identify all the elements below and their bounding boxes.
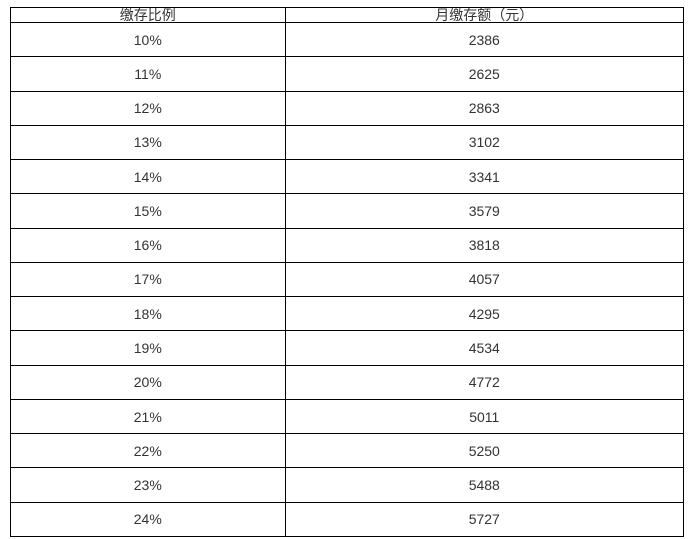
- cell-ratio: 24%: [10, 501, 286, 538]
- cell-ratio: 22%: [10, 433, 286, 469]
- table-row: 10% 2386: [10, 21, 685, 58]
- cell-amount: 3341: [284, 159, 685, 195]
- cell-ratio: 15%: [10, 193, 286, 229]
- contribution-table: 缴存比例 月缴存额（元） 10% 2386 11% 2625 12% 2863 13% 310…: [10, 7, 685, 538]
- cell-ratio: 17%: [10, 261, 286, 298]
- table-row: 13% 3102: [10, 124, 685, 161]
- cell-ratio: 23%: [10, 467, 286, 503]
- cell-amount: 5011: [284, 398, 685, 435]
- table-row: 14% 3341: [10, 159, 685, 195]
- cell-amount: 2863: [284, 90, 685, 126]
- cell-ratio: 10%: [10, 21, 286, 58]
- cell-amount: 4295: [284, 296, 685, 332]
- header-amount: 月缴存额（元）: [284, 7, 685, 23]
- data-table: 缴存比例 月缴存额（元） 10% 2386 11% 2625 12% 2863 13% 310…: [10, 7, 685, 538]
- cell-amount: 3818: [284, 227, 685, 263]
- cell-ratio: 13%: [10, 124, 286, 161]
- cell-ratio: 11%: [10, 56, 286, 92]
- table-row: 15% 3579: [10, 193, 685, 229]
- cell-amount: 3579: [284, 193, 685, 229]
- table-body: 10% 2386 11% 2625 12% 2863 13% 3102 14% 3341 15% 35…: [10, 21, 685, 538]
- table-row: 11% 2625: [10, 56, 685, 92]
- table-row: 16% 3818: [10, 227, 685, 263]
- table-row: 19% 4534: [10, 330, 685, 366]
- table-row: 17% 4057: [10, 261, 685, 298]
- cell-ratio: 19%: [10, 330, 286, 366]
- cell-amount: 2386: [284, 21, 685, 58]
- table-row: 20% 4772: [10, 364, 685, 400]
- cell-ratio: 14%: [10, 159, 286, 195]
- cell-ratio: 12%: [10, 90, 286, 126]
- cell-ratio: 20%: [10, 364, 286, 400]
- table-row: 22% 5250: [10, 433, 685, 469]
- cell-amount: 3102: [284, 124, 685, 161]
- cell-amount: 5488: [284, 467, 685, 503]
- table-row: 24% 5727: [10, 501, 685, 538]
- table-row: 12% 2863: [10, 90, 685, 126]
- cell-amount: 4534: [284, 330, 685, 366]
- table-row: 18% 4295: [10, 296, 685, 332]
- cell-amount: 2625: [284, 56, 685, 92]
- table-header-row: 缴存比例 月缴存额（元）: [10, 7, 685, 23]
- table-row: 21% 5011: [10, 398, 685, 435]
- cell-amount: 5250: [284, 433, 685, 469]
- cell-amount: 4772: [284, 364, 685, 400]
- cell-ratio: 16%: [10, 227, 286, 263]
- cell-amount: 5727: [284, 501, 685, 538]
- cell-ratio: 21%: [10, 398, 286, 435]
- table-row: 23% 5488: [10, 467, 685, 503]
- cell-ratio: 18%: [10, 296, 286, 332]
- cell-amount: 4057: [284, 261, 685, 298]
- header-ratio: 缴存比例: [10, 7, 286, 23]
